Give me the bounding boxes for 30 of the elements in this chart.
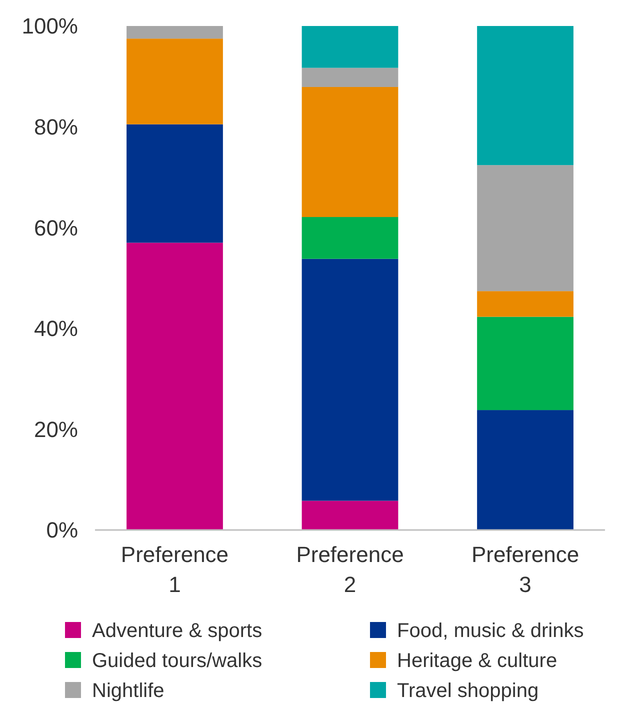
bar (126, 124, 223, 243)
bar (477, 291, 574, 317)
bar (477, 410, 574, 530)
bar (302, 500, 398, 530)
bar (302, 26, 398, 68)
x-tick-label: Preference 3 (471, 542, 580, 597)
x-tick-label: Preference 1 (120, 542, 229, 597)
bar (126, 26, 223, 39)
legend-label: Heritage & culture (397, 650, 558, 672)
legend-label: Nightlife (92, 680, 164, 702)
bar (302, 258, 398, 501)
bar (477, 316, 574, 410)
bar (477, 165, 574, 292)
bar (302, 68, 398, 87)
legend-label: Travel shopping (397, 680, 539, 702)
y-tick-label: 100% (22, 14, 78, 39)
bar (477, 26, 574, 166)
bar (302, 217, 398, 259)
legend-label: Guided tours/walks (92, 650, 262, 672)
x-tick-label: Preference 2 (296, 542, 404, 597)
legend-label: Food, music & drinks (397, 620, 584, 642)
y-tick-label: 80% (34, 114, 78, 140)
bar (302, 86, 398, 218)
y-tick-label: 0% (46, 518, 78, 543)
legend-label: Adventure & sports (92, 620, 262, 642)
y-tick-label: 20% (34, 416, 78, 442)
y-tick-label: 40% (34, 316, 78, 342)
bar (126, 242, 223, 530)
y-tick-label: 60% (34, 215, 78, 240)
bar (126, 38, 223, 124)
